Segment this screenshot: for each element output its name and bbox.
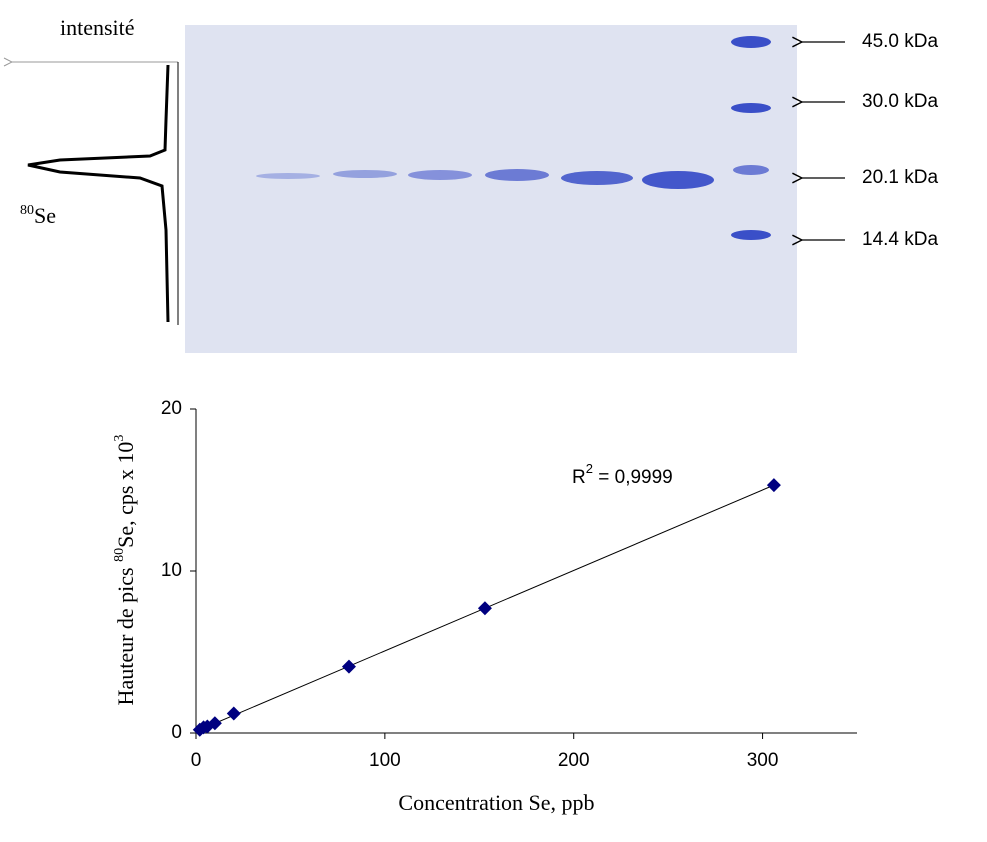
gel-bands	[256, 36, 771, 240]
y-label-part: 3	[112, 435, 127, 442]
isotope: Se	[34, 203, 56, 228]
annotation-sup: 2	[586, 461, 593, 476]
y-label-part: 80	[112, 548, 127, 562]
x-tick-label: 0	[191, 750, 202, 771]
point	[207, 716, 222, 731]
annotation-part: R	[572, 467, 586, 488]
point	[341, 659, 356, 674]
isotope-mass: 80	[20, 203, 34, 218]
y-label-part: Hauteur de pics	[113, 562, 138, 706]
gel	[185, 25, 797, 353]
point	[766, 478, 781, 493]
y-tick-label: 20	[161, 398, 182, 419]
annotation-part: = 0,9999	[593, 467, 673, 488]
y-label-part: Se, cps x 10	[113, 442, 138, 548]
intensity-trace	[27, 64, 170, 323]
marker-label: 20.1 kDa	[862, 167, 938, 188]
y-tick-label: 10	[161, 560, 182, 581]
x-tick-label: 100	[369, 750, 401, 771]
marker-label: 45.0 kDa	[862, 31, 938, 52]
marker-label: 14.4 kDa	[862, 229, 938, 250]
y-axis-label: Hauteur de pics 80Se, cps x 103	[112, 435, 138, 706]
x-tick-label: 200	[558, 750, 590, 771]
point	[477, 601, 492, 616]
y-tick-label: 0	[171, 722, 182, 743]
x-axis-label: Concentration Se, ppb	[398, 790, 594, 815]
point	[226, 706, 241, 721]
x-tick-label: 300	[747, 750, 779, 771]
marker-label: 30.0 kDa	[862, 91, 938, 112]
intensity-label: intensité	[60, 15, 135, 40]
isotope-label: 80Se	[20, 203, 56, 228]
annotation: R2 = 0,9999	[572, 461, 673, 488]
